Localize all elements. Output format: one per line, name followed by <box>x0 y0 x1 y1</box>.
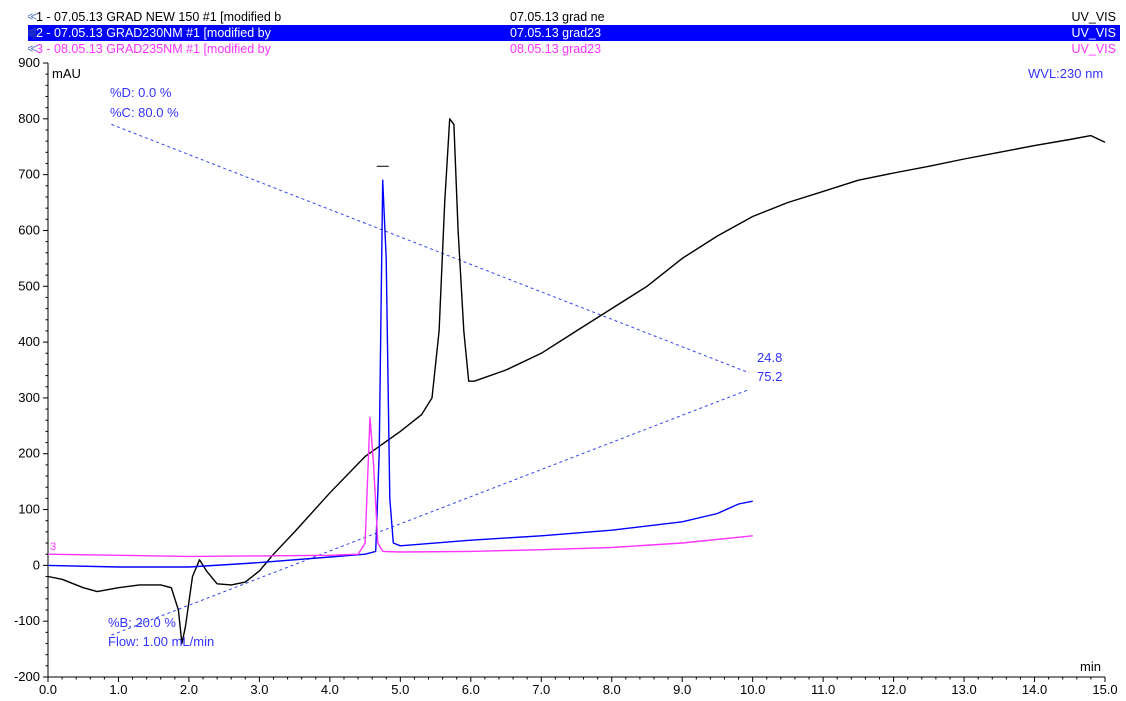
legend-name-2: 07.05.13 grad23 <box>510 26 602 40</box>
legend-detector-1: UV_VIS <box>1071 10 1116 24</box>
gradient-line <box>111 389 750 636</box>
percent-c-label: %C: 80.0 % <box>110 105 179 120</box>
x-tick-label: 1.0 <box>109 682 127 697</box>
y-tick-label: 200 <box>18 446 40 461</box>
legend-label-1: 1 - 07.05.13 GRAD NEW 150 #1 [modified b <box>36 10 282 24</box>
y-tick-label: 700 <box>18 167 40 182</box>
x-tick-label: 2.0 <box>180 682 198 697</box>
legend-label-3: 3 - 08.05.13 GRAD235NM #1 [modified by <box>36 42 271 56</box>
x-tick-label: 10.0 <box>740 682 765 697</box>
x-tick-label: 0.0 <box>39 682 57 697</box>
y-tick-label: 300 <box>18 390 40 405</box>
x-tick-label: 15.0 <box>1092 682 1117 697</box>
y-unit-label: mAU <box>52 66 81 81</box>
x-unit-label: min <box>1080 659 1101 674</box>
y-tick-label: 0 <box>33 557 40 572</box>
trace-marker-icon: ≪ <box>28 43 38 55</box>
trace-3-marker-label: 3 <box>50 541 56 553</box>
x-tick-label: 3.0 <box>250 682 268 697</box>
legend-name-3: 08.05.13 grad23 <box>510 42 602 56</box>
gradient-end-lower: 75.2 <box>757 369 782 384</box>
legend-row-3[interactable]: ≪ 3 - 08.05.13 GRAD235NM #1 [modified by… <box>28 41 1120 57</box>
wavelength-label: WVL:230 nm <box>1028 66 1103 81</box>
series-line-1[interactable] <box>47 118 1106 645</box>
y-tick-label: -200 <box>14 669 40 684</box>
x-tick-label: 9.0 <box>673 682 691 697</box>
x-tick-label: 4.0 <box>321 682 339 697</box>
y-tick-label: 900 <box>18 55 40 70</box>
legend-row-2[interactable]: 2 - 07.05.13 GRAD230NM #1 [modified by 0… <box>28 25 1120 41</box>
gradient-end-upper: 24.8 <box>757 350 782 365</box>
series-line-3[interactable] <box>47 416 753 558</box>
x-tick-label: 12.0 <box>881 682 906 697</box>
legend-label-2: 2 - 07.05.13 GRAD230NM #1 [modified by <box>36 26 271 40</box>
x-tick-label: 7.0 <box>532 682 550 697</box>
selected-trace-arrow-icon <box>28 27 36 39</box>
y-tick-label: 600 <box>18 222 40 237</box>
x-tick-label: 6.0 <box>462 682 480 697</box>
x-tick-label: 8.0 <box>603 682 621 697</box>
percent-d-label: %D: 0.0 % <box>110 85 172 100</box>
y-tick-label: 400 <box>18 334 40 349</box>
y-tick-label: -100 <box>14 613 40 628</box>
y-tick-label: 100 <box>18 502 40 517</box>
x-tick-label: 11.0 <box>811 682 835 697</box>
legend-row-1[interactable]: ≪ 1 - 07.05.13 GRAD NEW 150 #1 [modified… <box>28 9 1120 25</box>
x-tick-label: 5.0 <box>391 682 409 697</box>
x-tick-label: 13.0 <box>951 682 976 697</box>
legend-detector-2: UV_VIS <box>1071 26 1116 40</box>
legend-detector-3: UV_VIS <box>1071 42 1116 56</box>
gradient-line <box>111 123 750 374</box>
x-tick-label: 14.0 <box>1022 682 1047 697</box>
y-tick-label: 500 <box>18 278 40 293</box>
trace-marker-icon: ≪ <box>28 11 38 23</box>
y-tick-label: 800 <box>18 111 40 126</box>
percent-b-label: %B: 20.0 % <box>108 615 176 630</box>
series-line-2[interactable] <box>47 179 753 568</box>
legend-name-1: 07.05.13 grad ne <box>510 10 605 24</box>
flow-label: Flow: 1.00 mL/min <box>108 634 214 649</box>
